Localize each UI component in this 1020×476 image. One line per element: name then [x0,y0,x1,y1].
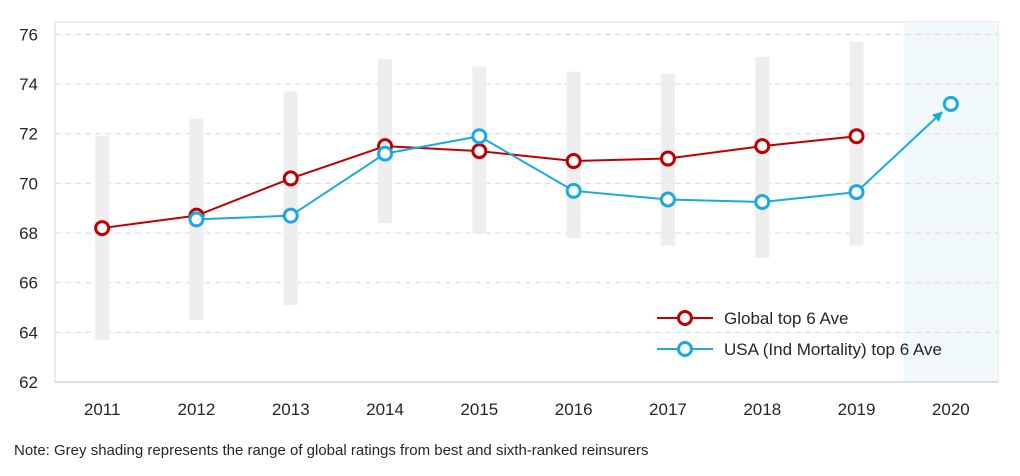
data-point [471,143,488,160]
data-point [659,191,676,208]
highlight-region-2020 [903,22,998,382]
data-point [282,170,299,187]
x-tick-label: 2017 [649,400,687,419]
y-tick-label: 66 [19,274,38,293]
x-tick-label: 2015 [460,400,498,419]
series-points [94,95,959,237]
x-tick-label: 2013 [272,400,310,419]
y-tick-label: 76 [19,25,38,44]
series-arrow-1 [855,111,943,193]
range-bar [283,91,298,306]
data-point [565,182,582,199]
series-line-1 [196,135,857,221]
data-point [754,138,771,155]
legend-label: Global top 6 Ave [724,309,848,328]
data-point [565,153,582,170]
x-tick-label: 2016 [555,400,593,419]
data-point [94,220,111,237]
y-tick-label: 74 [19,75,38,94]
legend-marker [677,341,693,357]
x-tick-label: 2012 [178,400,216,419]
x-tick-label: 2018 [743,400,781,419]
y-tick-label: 70 [19,174,38,193]
data-point [754,194,771,210]
x-tick-label: 2020 [932,400,970,419]
legend: Global top 6 Ave USA (Ind Mortality) top … [657,309,942,359]
data-point [942,95,959,112]
legend-label: USA (Ind Mortality) top 6 Ave [724,340,942,359]
x-tick-label: 2011 [84,400,121,419]
legend-marker [677,310,693,326]
y-tick-label: 68 [19,224,38,243]
x-axis-ticks: 2011 2012 2013 2014 2015 2016 2017 2018 2019 2020 [84,400,970,419]
data-point [659,150,676,167]
range-bars [95,41,864,340]
series-lines [102,111,943,230]
x-tick-label: 2014 [366,400,404,419]
data-point [848,128,865,145]
x-tick-label: 2019 [838,400,876,419]
y-axis-ticks: 62 64 66 68 70 72 74 76 [19,25,38,392]
range-bar [95,136,110,340]
data-point [471,128,488,145]
y-tick-label: 62 [19,373,38,392]
data-point [377,145,394,162]
range-bar [755,56,770,258]
gridlines [55,33,998,383]
y-tick-label: 64 [19,323,38,342]
chart-note: Note: Grey shading represents the range … [14,442,649,459]
data-point [848,184,865,201]
y-tick-label: 72 [19,125,38,144]
data-point [282,207,299,224]
data-point [188,211,205,228]
